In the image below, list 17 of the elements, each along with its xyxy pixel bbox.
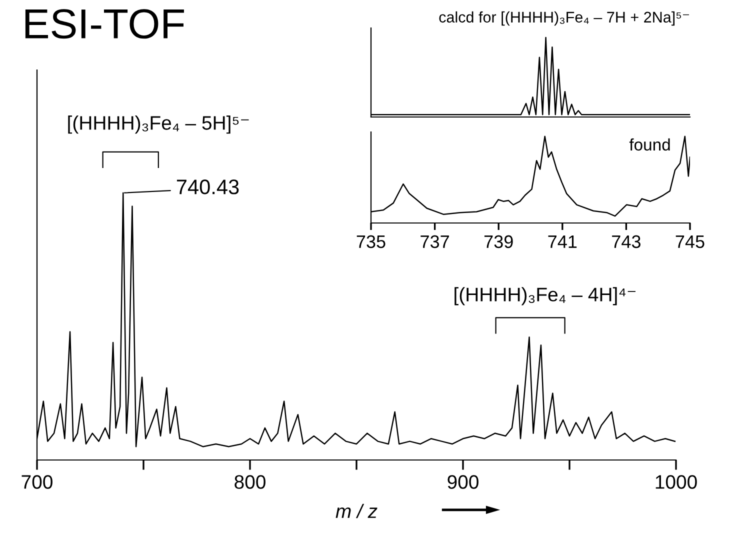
x-tick-label: 800 [234,475,266,489]
x-tick-label: 743 [612,235,640,248]
x-tick-label: 1000 [656,475,697,489]
annotation: 740.43 [176,180,239,194]
annotation: [(HHHH)₃Fe₄ – 4H]⁴⁻ [454,287,636,306]
x-tick-label: 745 [676,235,704,248]
x-tick-label: 739 [484,235,513,248]
x-axis-title: m / z [336,504,378,518]
annotation: found [629,138,670,151]
x-tick-label: 700 [22,475,52,489]
chart-title: calcd for [(HHHH)₃Fe₄ – 7H + 2Na]⁵⁻ [439,11,689,26]
x-tick-label: 737 [420,235,449,248]
text: [(HHHH)₃Fe₄ – 5H]⁵⁻ [68,116,249,134]
x-tick-label: 735 [356,235,386,248]
x-tick-label: 741 [548,235,577,248]
x-tick-label: 900 [448,475,478,489]
chart-title: ESI-TOF [25,9,184,39]
